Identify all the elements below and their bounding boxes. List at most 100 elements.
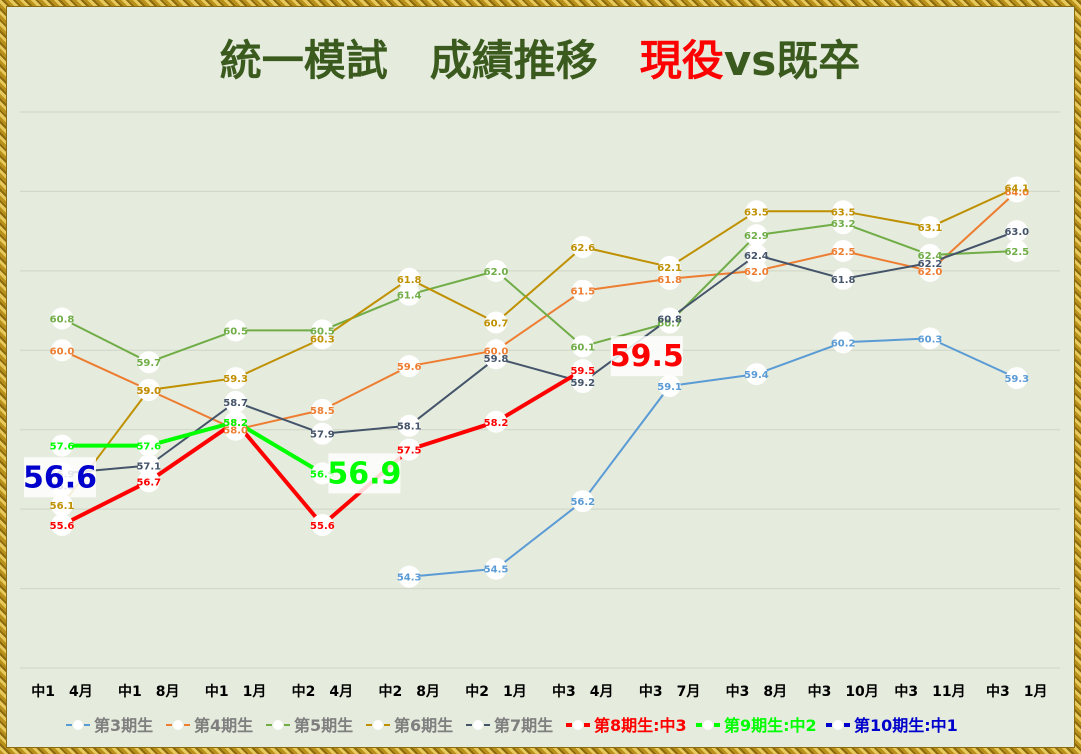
- series-line-4: [61, 186, 1018, 506]
- data-point: [1005, 240, 1028, 262]
- data-point: [658, 255, 681, 278]
- data-point: [51, 434, 73, 457]
- data-label: 62.9: [744, 231, 769, 242]
- title-part3: vs既卒: [724, 36, 860, 85]
- data-label: 64.1: [1004, 183, 1029, 194]
- data-label: 60.0: [484, 346, 509, 357]
- legend-item-1: 第3期生: [66, 716, 153, 735]
- data-label: 57.5: [397, 446, 422, 457]
- data-point: [832, 240, 855, 262]
- data-label: 58.1: [397, 422, 422, 433]
- callout-box: [610, 336, 683, 377]
- series-line-7: [62, 419, 324, 476]
- data-label: 58.2: [484, 418, 509, 429]
- legend-item-3: 第5期生: [266, 716, 353, 735]
- data-label: 60.3: [918, 334, 943, 345]
- data-label: 62.6: [570, 243, 595, 254]
- data-point: [51, 339, 73, 362]
- data-label: 54.5: [484, 565, 509, 576]
- callout-box: [328, 453, 401, 494]
- x-tick-label: 中3 1月: [986, 683, 1047, 700]
- data-point: [51, 307, 73, 330]
- data-label: 60.5: [310, 326, 335, 337]
- data-point: [311, 398, 334, 421]
- data-point: [224, 367, 247, 390]
- data-label: 61.8: [397, 275, 422, 286]
- data-label: 63.5: [744, 207, 769, 218]
- data-point: [1005, 367, 1028, 390]
- data-point: [137, 351, 160, 374]
- data-point: [398, 267, 421, 290]
- data-label: 59.7: [136, 358, 161, 369]
- data-point: [571, 236, 594, 259]
- data-point: [658, 375, 681, 398]
- legend-label: 第9期生:中2: [724, 716, 817, 735]
- data-point: [832, 267, 855, 290]
- data-point: [311, 462, 334, 485]
- data-point: [1005, 220, 1028, 243]
- data-label: 56.7: [136, 477, 161, 488]
- legend-marker: [573, 720, 583, 730]
- legend-label: 第4期生: [194, 716, 253, 735]
- x-tick-label: 中3 11月: [894, 683, 965, 700]
- data-label: 62.4: [744, 251, 769, 262]
- legend-marker: [373, 720, 383, 730]
- data-label: 60.8: [657, 315, 682, 326]
- data-label: 63.2: [831, 219, 856, 230]
- data-point: [1005, 176, 1028, 199]
- data-label: 59.0: [136, 386, 161, 397]
- data-label: 62.1: [657, 263, 682, 274]
- data-label: 62.0: [484, 267, 509, 278]
- data-label: 62.0: [744, 267, 769, 278]
- data-point: [224, 390, 247, 413]
- data-label: 56.9: [310, 469, 335, 480]
- data-point: [919, 251, 941, 274]
- data-label: 60.0: [50, 346, 75, 357]
- legend-marker: [833, 720, 843, 730]
- data-point: [137, 379, 160, 401]
- legend-item-5: 第7期生: [466, 716, 553, 735]
- data-label: 61.5: [570, 287, 595, 298]
- callout-value: 59.5: [610, 339, 684, 374]
- data-label: 55.6: [310, 521, 335, 532]
- data-point: [485, 410, 507, 433]
- legend-marker: [173, 720, 183, 730]
- data-label: 59.2: [570, 378, 595, 389]
- x-tick-label: 中3 4月: [552, 683, 613, 700]
- series-line-2: [61, 190, 1018, 431]
- data-point: [571, 335, 594, 358]
- legend-item-2: 第4期生: [166, 716, 253, 735]
- data-label: 56.2: [570, 497, 595, 508]
- data-point: [398, 414, 421, 437]
- legend-label: 第6期生: [394, 716, 453, 735]
- data-point: [745, 363, 768, 386]
- series-lines: [61, 186, 1018, 578]
- data-point: [398, 565, 421, 588]
- data-point: [137, 454, 160, 477]
- data-point: [224, 410, 247, 433]
- data-point: [485, 259, 507, 282]
- data-point: [571, 279, 594, 302]
- x-tick-label: 中2 8月: [378, 683, 439, 700]
- data-label: 59.3: [1004, 374, 1029, 385]
- data-point: [745, 259, 768, 282]
- legend-label: 第8期生:中3: [594, 716, 687, 735]
- data-label: 59.3: [223, 374, 248, 385]
- data-point: [137, 434, 160, 457]
- x-tick-label: 中3 8月: [726, 683, 787, 700]
- x-tick-label: 中1 8月: [118, 683, 179, 700]
- data-label: 58.7: [223, 398, 248, 409]
- data-label: 59.1: [657, 382, 682, 393]
- callout-value: 56.6: [23, 460, 97, 495]
- data-point: [224, 319, 247, 342]
- series-line-3: [61, 222, 1017, 364]
- data-label: 57.6: [136, 442, 161, 453]
- data-label: 58.0: [223, 426, 248, 437]
- data-label: 60.5: [223, 326, 248, 337]
- data-point: [485, 557, 507, 580]
- data-label: 59.5: [570, 366, 595, 377]
- data-label: 61.8: [657, 275, 682, 286]
- data-label: 63.5: [831, 207, 856, 218]
- data-label: 62.0: [918, 267, 943, 278]
- data-label: 57.6: [50, 442, 75, 453]
